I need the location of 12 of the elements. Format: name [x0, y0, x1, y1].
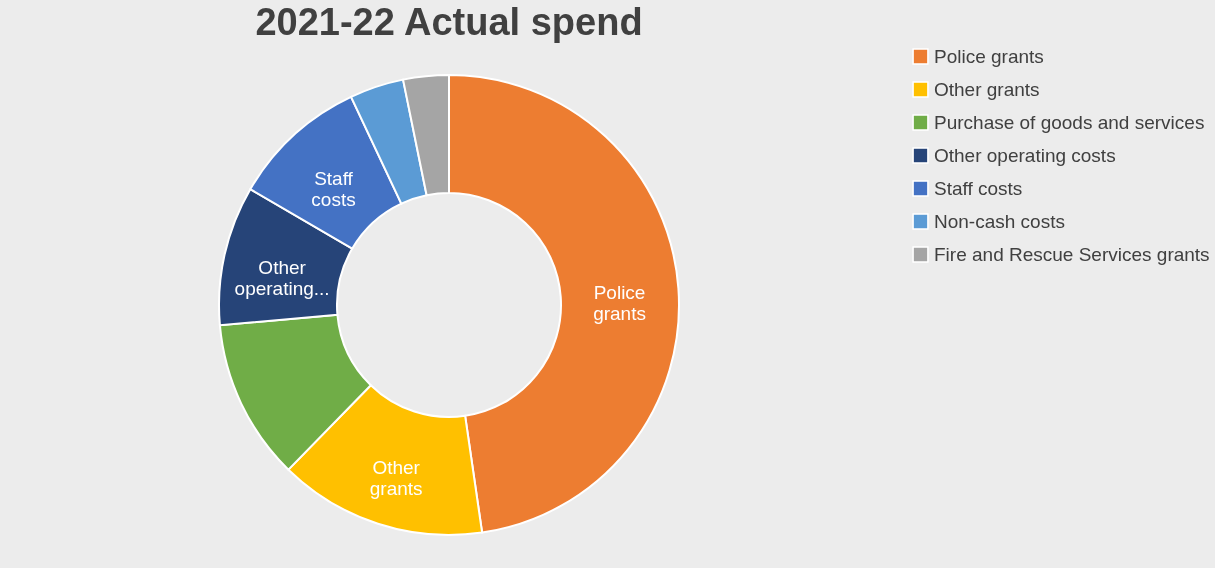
legend-label: Non-cash costs	[934, 210, 1065, 232]
data-label: Other operating...	[234, 256, 330, 299]
legend-label: Other operating costs	[934, 144, 1116, 166]
data-label: Police grants	[593, 281, 646, 324]
data-label: Staff costs	[311, 167, 356, 210]
data-label: Other grants	[369, 456, 423, 499]
legend-label: Purchase of goods and services	[934, 111, 1205, 133]
legend-label: Police grants	[934, 45, 1044, 67]
chart-title: 2021-22 Actual spend	[255, 1, 643, 43]
legend-label: Staff costs	[934, 177, 1023, 199]
legend-label: Other grants	[934, 78, 1040, 100]
legend-label: Fire and Rescue Services grants	[934, 243, 1210, 265]
